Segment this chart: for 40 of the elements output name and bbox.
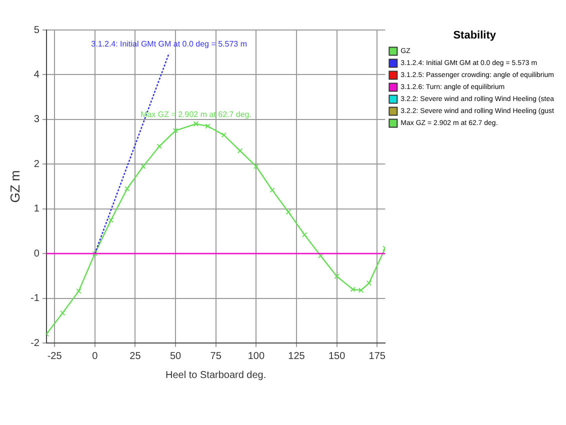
point bbox=[286, 209, 292, 215]
x-tick-label: 175 bbox=[368, 350, 386, 362]
point bbox=[270, 187, 275, 193]
y-axis-title: GZ m bbox=[7, 170, 22, 203]
y-tick-label: -2 bbox=[30, 338, 40, 349]
y-tick-label: 5 bbox=[34, 24, 40, 36]
x-tick-label: 0 bbox=[92, 350, 98, 362]
point bbox=[237, 148, 243, 154]
x-tick-label: 75 bbox=[210, 350, 222, 362]
point bbox=[254, 164, 259, 169]
point bbox=[302, 232, 308, 238]
point bbox=[172, 128, 178, 134]
x-tick-label: 100 bbox=[248, 350, 265, 362]
y-tick-label: 4 bbox=[34, 69, 40, 80]
x-axis-title: Heel to Starboard deg. bbox=[166, 370, 266, 381]
x-tick-label: -25 bbox=[47, 350, 62, 362]
point bbox=[334, 274, 340, 279]
legend-title: Stability bbox=[453, 30, 497, 42]
x-tick-label: 25 bbox=[130, 350, 142, 362]
y-tick-label: -1 bbox=[30, 293, 40, 304]
point bbox=[350, 286, 356, 292]
point bbox=[76, 288, 82, 294]
y-tick-label: 2 bbox=[34, 158, 40, 170]
point bbox=[140, 164, 146, 169]
point bbox=[124, 186, 130, 192]
point bbox=[205, 124, 210, 129]
y-tick-label: 1 bbox=[34, 204, 40, 215]
point bbox=[108, 217, 114, 223]
x-tick-label: 50 bbox=[170, 350, 182, 362]
point bbox=[60, 310, 66, 316]
point bbox=[366, 280, 372, 286]
x-tick-label: 150 bbox=[328, 350, 346, 362]
point bbox=[358, 288, 364, 293]
x-tick-label: 125 bbox=[288, 350, 306, 362]
point bbox=[92, 250, 98, 256]
point bbox=[221, 132, 227, 138]
point bbox=[156, 144, 162, 149]
y-tick-label: 3 bbox=[34, 114, 40, 126]
y-tick-label: 0 bbox=[34, 248, 40, 260]
annotation: 3.1.2.4: Initial GMt GM at 0.0 deg = 5.573 m bbox=[91, 39, 248, 48]
